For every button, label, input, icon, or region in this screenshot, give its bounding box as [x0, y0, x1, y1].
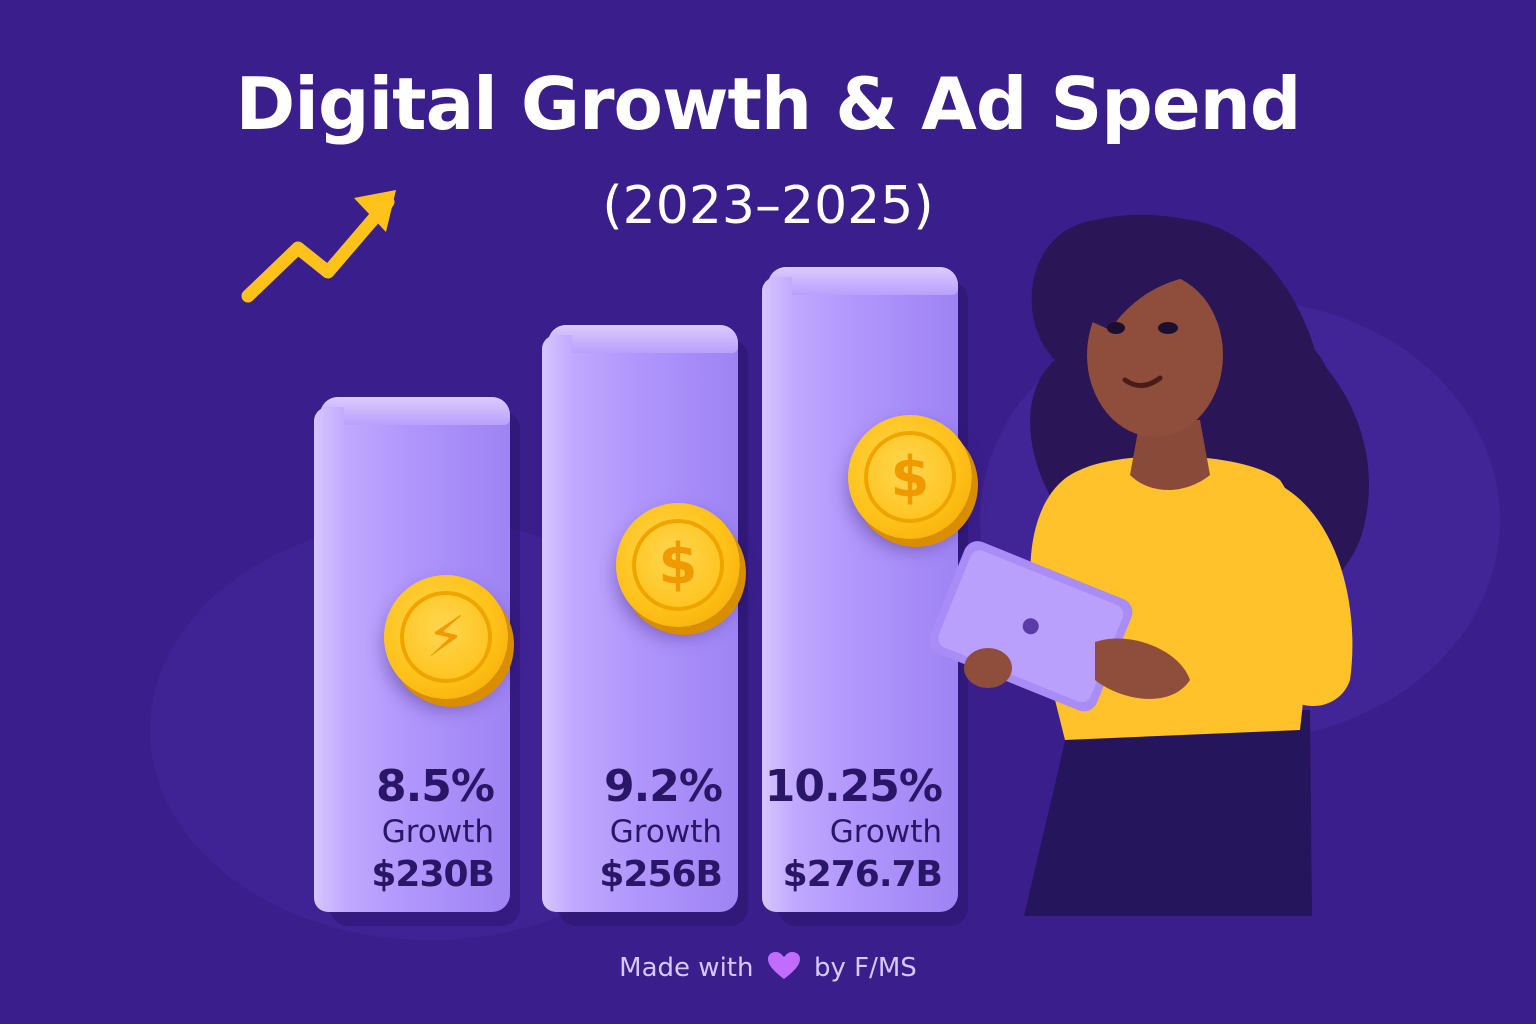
bar-growth-label: Growth	[829, 814, 942, 850]
bar-labels: 9.2% Growth $256B	[599, 760, 723, 898]
trend-arrow-icon	[241, 190, 396, 303]
bar-spend-amount: $256B	[599, 853, 723, 895]
bar-spend-amount: $276.7B	[782, 854, 943, 895]
bar-growth-label: Growth	[609, 813, 722, 850]
bar-top-face	[320, 397, 510, 425]
bar-3: 10.25% Growth $276.7B	[762, 267, 958, 912]
bar-growth-percent: 10.25%	[764, 761, 943, 812]
coin-symbol: $	[632, 518, 724, 611]
dollar-coin-icon: $	[616, 502, 740, 627]
bar-growth-percent: 9.2%	[603, 760, 723, 812]
bar-labels: 8.5% Growth $230B	[371, 761, 495, 898]
lightning-coin-icon: ⚡	[384, 575, 508, 699]
coin-symbol: $	[864, 431, 956, 523]
bar-side-face	[762, 277, 792, 912]
chart-title: Digital Growth & Ad Spend	[235, 62, 1302, 146]
chart-subtitle: (2023–2025)	[602, 176, 934, 236]
footer-by: by F/MS	[814, 953, 917, 983]
bar-spend-amount: $230B	[371, 854, 495, 895]
bar-growth-percent: 8.5%	[375, 761, 495, 812]
footer-credit: Made with by F/MS	[0, 952, 1536, 983]
bar-side-face	[314, 407, 344, 912]
woman-with-tablet-illustration	[929, 214, 1369, 916]
coin-symbol: ⚡	[400, 591, 492, 683]
dollar-coin-icon: $	[848, 415, 972, 539]
bar-growth-label: Growth	[381, 814, 494, 850]
bar-side-face	[542, 334, 572, 912]
bar-top-face	[768, 267, 958, 295]
heart-icon	[767, 952, 800, 979]
bar-labels: 10.25% Growth $276.7B	[764, 761, 943, 898]
bar-top-face	[548, 324, 738, 353]
footer-made-with: Made with	[619, 953, 754, 983]
